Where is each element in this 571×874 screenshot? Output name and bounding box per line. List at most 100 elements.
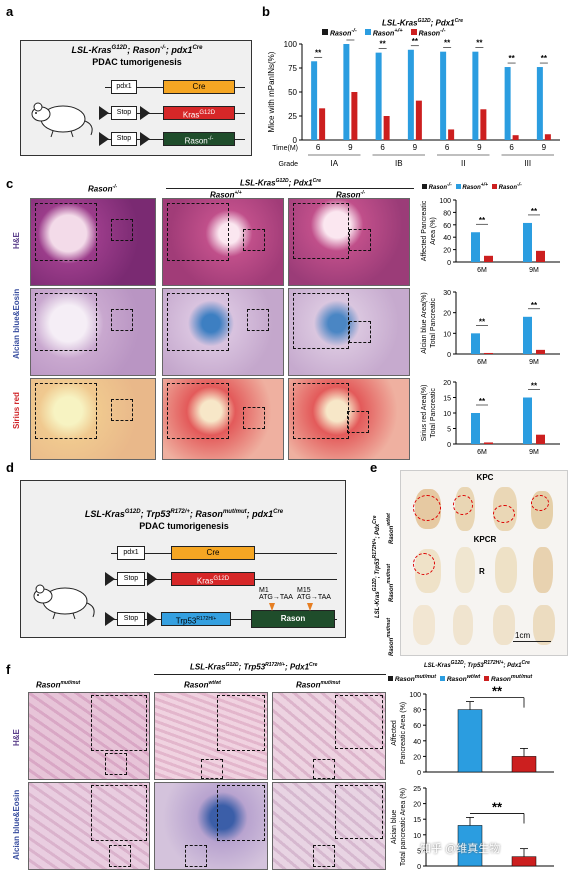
bar <box>523 316 532 354</box>
bar <box>511 756 537 773</box>
chart-b-legend: Rason-/- Rason+/+ Rason-/- <box>322 28 562 37</box>
significance-label: ** <box>412 38 419 46</box>
bar <box>311 61 318 140</box>
y-tick-label: 100 <box>439 198 451 205</box>
f-row-ab: Alcian blue&Eosin <box>12 789 21 861</box>
e-r-label: R <box>479 567 485 576</box>
charts-f: LSL-KrasG12D; Trp53R172H/+; Pdx1Cre Raso… <box>388 660 570 874</box>
histology-image <box>162 378 284 460</box>
y-tick-label: 10 <box>443 331 451 338</box>
bar <box>448 129 455 140</box>
significance-label: ** <box>479 397 486 406</box>
y-tick-label: 20 <box>413 754 421 761</box>
y-tick-label: 40 <box>443 235 451 242</box>
y-tick-label: 15 <box>443 396 451 403</box>
y-tick-label: 10 <box>413 833 421 840</box>
pdx1-box: pdx1 <box>117 546 145 560</box>
y-axis-label: Area (%) <box>430 217 437 245</box>
e-kpcr-label: KPCR <box>473 535 497 544</box>
stop-box-1: Stop <box>117 572 145 586</box>
e-row1-label: Rasonwt/wt <box>386 513 395 544</box>
grade-label: Grade <box>279 161 299 168</box>
y-tick-label: 20 <box>443 248 451 255</box>
histology-image <box>288 288 410 376</box>
y-axis-label: Sirius red Area(%) <box>421 385 428 442</box>
y-tick-label: 50 <box>288 88 297 97</box>
significance-label: ** <box>444 39 451 48</box>
y-axis-label: Total Pancreatic <box>430 298 437 348</box>
y-tick-label: 60 <box>443 223 451 230</box>
loxp-icon <box>99 106 109 120</box>
e-photo: KPC KPCR R 1cm <box>400 470 568 656</box>
c-header-ko: Rason-/- <box>88 184 118 194</box>
x-tick-label: 6M <box>477 449 487 456</box>
watermark: 知乎 @维真生物 <box>420 843 501 855</box>
histology-image <box>288 378 410 460</box>
gene-constructs-a: pdx1 Cre Stop KrasG12D Stop Rason-/- <box>91 73 249 153</box>
f-header: LSL-KrasG12D; Trp53R172H/+; Pdx1Cre <box>190 662 318 672</box>
bar <box>484 352 493 354</box>
y-axis-label: Affected <box>391 720 398 746</box>
bar <box>523 222 532 262</box>
histology-image <box>162 288 284 376</box>
f-row-he: H&E <box>12 729 21 747</box>
panel-label-b: b <box>262 4 270 19</box>
histology-image <box>30 378 156 460</box>
y-tick-label: 10 <box>443 411 451 418</box>
e-row2-label: Rasonmut/mut <box>386 563 395 602</box>
pancreas-image <box>533 605 555 645</box>
scale-bar <box>513 641 551 642</box>
e-side-genotype: LSL-KrasG12D; Trp53R172H/+; PdxCre <box>372 515 381 619</box>
bar <box>480 109 487 140</box>
chart-b: LSL-KrasG12D; Pdx1Cre Rason-/- Rason+/+ … <box>262 18 567 173</box>
chart-f2-svg: 0 5 10 15 20 25 Alcian blue Total pancreatic Ar… <box>391 786 554 871</box>
kras-box: KrasG12D <box>163 106 235 120</box>
bar <box>471 413 480 444</box>
legend-item: Rason+/+ <box>455 182 488 191</box>
c-col-ko: Rason-/- <box>336 190 366 200</box>
x-tick-label: 6 <box>380 143 385 152</box>
cre-box: Cre <box>171 546 255 560</box>
charts-c: Rason-/- Rason+/+ Rason-/- 0 20 40 60 80 100 A… <box>418 180 568 462</box>
histology-image <box>30 288 156 376</box>
f-legend-header: LSL-KrasG12D; Trp53R172H/+; Pdx1Cre <box>424 660 530 669</box>
x-tick-label: 9M <box>529 267 539 274</box>
bar <box>383 116 390 140</box>
loxp-icon <box>105 612 115 626</box>
f-col1: Rasonmut/mut <box>36 680 81 690</box>
x-tick-label: 9M <box>529 359 539 366</box>
scale-label: 1cm <box>515 631 531 640</box>
c-row-ab: Alcian blue&Eosin <box>12 288 21 360</box>
bar <box>351 92 358 140</box>
x-tick-label: 6M <box>477 359 487 366</box>
bar <box>407 49 414 140</box>
c-row-sr: Sirius red <box>12 392 21 430</box>
significance-label: ** <box>509 54 516 63</box>
histology-image <box>154 782 268 870</box>
legend-item: Rasonmut/mut <box>484 674 532 683</box>
pancreas-image <box>413 605 435 645</box>
y-tick-label: 0 <box>417 770 421 777</box>
y-axis-label: Mice with mPanINs(%) <box>267 51 276 132</box>
rason-box: Rason-/- <box>163 132 235 146</box>
y-tick-label: 0 <box>447 442 451 449</box>
bar <box>375 52 382 140</box>
significance-label: ** <box>479 317 486 326</box>
y-tick-label: 60 <box>413 723 421 730</box>
c-col-wt: Rason+/+ <box>210 190 242 200</box>
y-tick-label: 20 <box>443 380 451 387</box>
schematic-a-title: LSL-KrasG12D; Rason-/-; pdx1Cre <box>71 45 203 55</box>
m1-label: M1 ATG→TAA <box>259 587 293 601</box>
legend-item: Rason-/- <box>410 28 446 37</box>
x-tick-label: 9 <box>348 143 353 152</box>
y-axis-label: Alcian blue <box>391 810 398 844</box>
y-tick-label: 25 <box>288 112 297 121</box>
significance-label: ** <box>531 207 538 216</box>
bar <box>536 250 545 262</box>
f-col2: Rasonwt/wt <box>184 680 221 690</box>
loxp-icon <box>147 612 157 626</box>
bar <box>536 349 545 354</box>
c-header-kras: LSL-KrasG12D; Pdx1Cre <box>240 178 321 188</box>
chart-c1-svg: 0 20 40 60 80 100 Affected Pancreatic Area (%) *… <box>421 198 560 274</box>
histology-image <box>272 692 386 780</box>
